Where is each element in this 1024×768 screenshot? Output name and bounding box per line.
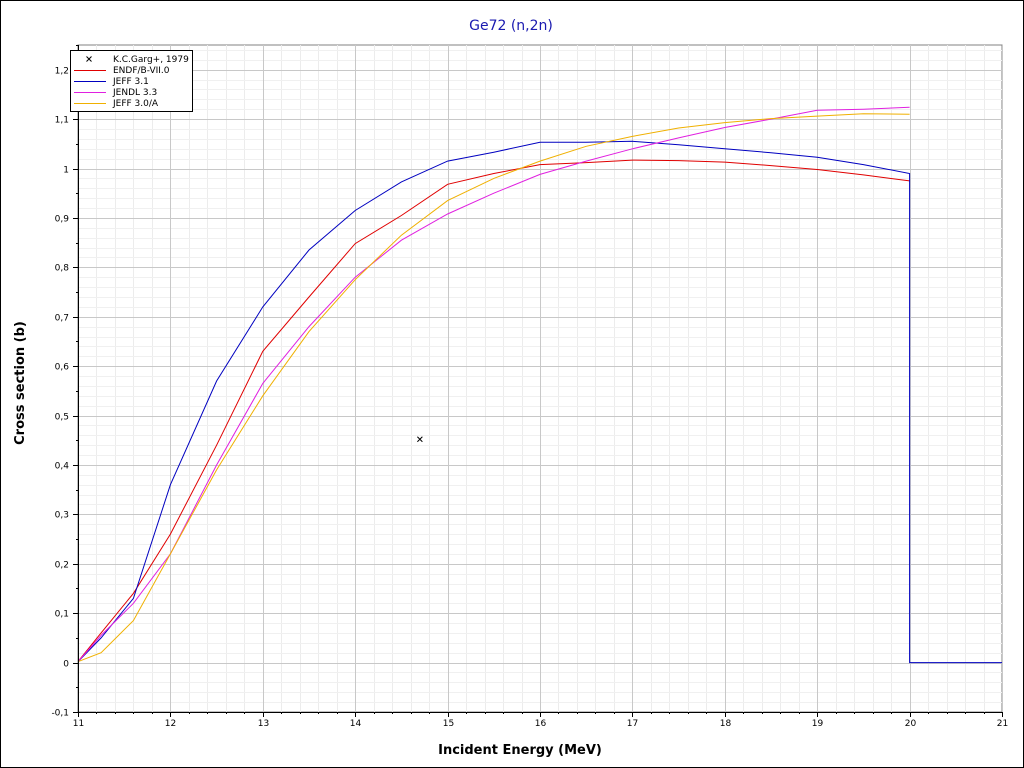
y-tick-label: 0 — [63, 660, 69, 670]
y-tick-label: 0,9 — [55, 215, 70, 225]
series-line-4 — [78, 113, 910, 663]
series-line-3 — [78, 106, 910, 663]
y-tick-label: 0,5 — [55, 413, 69, 423]
y-tick-label: 0,1 — [55, 610, 69, 620]
legend-label-1: K.C.Garg+, 1979 — [113, 55, 189, 65]
chart-title: Ge72 (n,2n) — [469, 18, 553, 34]
axes: 11 12 13 14 15 16 17 18 19 20 21 -0,1 0 0,1 0,2 0,3 0,4 0… — [51, 45, 1008, 729]
legend-label-5: JEFF 3.0/A — [112, 99, 159, 109]
x-axis-title: Incident Energy (MeV) — [438, 743, 602, 758]
x-tick-label: 17 — [627, 719, 638, 729]
data-point-marker — [417, 436, 423, 443]
x-tick-label: 18 — [720, 719, 732, 729]
y-tick-label: -0,1 — [51, 709, 69, 719]
x-tick-label: 21 — [997, 719, 1008, 729]
series-line-2 — [78, 140, 1002, 664]
y-tick-label: 1 — [63, 166, 69, 176]
x-tick-label: 19 — [812, 719, 824, 729]
x-tick-label: 11 — [73, 719, 84, 729]
x-tick-label: 16 — [535, 719, 547, 729]
y-tick-label: 0,6 — [55, 363, 70, 373]
legend-marker-1 — [86, 56, 92, 62]
x-tick-label: 15 — [443, 719, 454, 729]
series-line-1 — [78, 159, 910, 663]
y-tick-label: 1,2 — [55, 67, 69, 77]
x-tick-label: 12 — [165, 719, 176, 729]
y-axis-title: Cross section (b) — [13, 321, 28, 445]
x-tick-label: 13 — [258, 719, 269, 729]
y-tick-label: 1,1 — [55, 116, 69, 126]
x-tick-label: 20 — [905, 719, 917, 729]
y-tick-label: 0,8 — [55, 264, 70, 274]
legend-label-4: JENDL 3.3 — [112, 88, 157, 98]
y-tick-label: 0,4 — [55, 462, 70, 472]
y-tick-label: 0,2 — [55, 561, 69, 571]
y-tick-label: 0,3 — [55, 511, 69, 521]
plot-area — [78, 106, 1002, 664]
legend-label-2: ENDF/B-VII.0 — [113, 66, 170, 76]
legend-label-3: JEFF 3.1 — [112, 77, 149, 87]
grid — [77, 44, 1003, 713]
y-tick-label: 0,7 — [55, 314, 69, 324]
x-tick-label: 14 — [350, 719, 362, 729]
